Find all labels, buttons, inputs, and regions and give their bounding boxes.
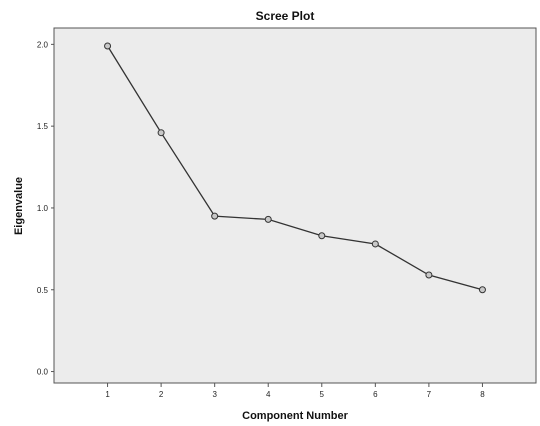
- y-axis-label: Eigenvalue: [13, 177, 25, 235]
- x-axis: 1 2 3 4 5 6 7 8: [105, 383, 485, 399]
- x-tick-label: 6: [373, 390, 378, 399]
- data-points: [104, 42, 486, 294]
- plot-area: [53, 27, 537, 384]
- x-tick-label: 3: [212, 390, 217, 399]
- eigenvalue-line: [107, 45, 483, 291]
- data-point: [104, 42, 112, 50]
- data-point: [264, 215, 272, 223]
- data-point: [211, 212, 219, 220]
- x-tick-label: 8: [480, 390, 485, 399]
- y-tick-label: 1.5: [37, 122, 49, 131]
- y-tick-label: 0.5: [37, 286, 49, 295]
- x-axis-label: Component Number: [242, 410, 348, 422]
- y-tick-label: 2.0: [37, 40, 49, 49]
- chart-title: Scree Plot: [256, 9, 315, 23]
- x-tick-label: 2: [159, 390, 164, 399]
- data-point: [318, 232, 326, 240]
- y-axis: 0.0 0.5 1.0 1.5 2.0: [37, 40, 54, 377]
- data-point: [157, 129, 165, 137]
- x-tick-label: 4: [266, 390, 271, 399]
- x-tick-label: 7: [427, 390, 432, 399]
- data-point: [371, 240, 379, 248]
- x-tick-label: 1: [105, 390, 110, 399]
- x-tick-label: 5: [320, 390, 325, 399]
- data-point: [425, 271, 433, 279]
- y-tick-label: 0.0: [37, 368, 49, 377]
- data-point: [478, 286, 486, 294]
- y-tick-label: 1.0: [37, 204, 49, 213]
